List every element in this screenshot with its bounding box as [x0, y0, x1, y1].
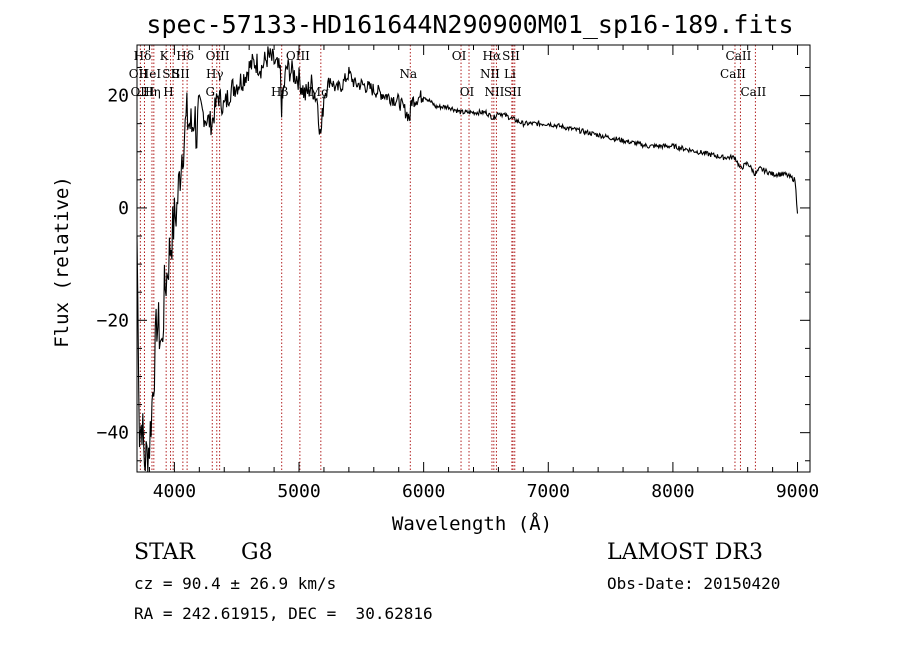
- line-marker-label: CaII: [726, 49, 752, 63]
- line-marker-label: Hα: [483, 49, 502, 63]
- line-marker-label: OI: [452, 49, 467, 63]
- line-marker-label: OIII: [286, 49, 310, 63]
- x-tick-label: 7000: [527, 481, 570, 502]
- x-axis-label: Wavelength (Å): [392, 512, 552, 535]
- line-marker-label: Hδ: [134, 49, 152, 63]
- y-tick-label: 20: [107, 86, 129, 107]
- line-marker-label: Li: [504, 67, 516, 81]
- x-tick-label: 4000: [153, 481, 196, 502]
- line-marker-label: H: [163, 85, 173, 99]
- axis-ticks: 4000 5000 6000 7000 8000 9000 −40 −20 0 20: [96, 45, 819, 502]
- line-marker-label: CaII: [740, 85, 766, 99]
- line-marker-label: OII: [129, 67, 149, 81]
- spectral-line-markers: [139, 45, 756, 472]
- line-marker-label: G: [205, 85, 215, 99]
- line-marker-label: Na: [399, 67, 417, 81]
- line-marker-label: OI: [460, 85, 475, 99]
- object-subclass: G8: [241, 540, 273, 565]
- line-marker-label: SII: [504, 85, 522, 99]
- y-axis-label: Flux (relative): [51, 176, 73, 348]
- line-marker-label: Hδ: [176, 49, 194, 63]
- chart-title: spec-57133-HD161644N290900M01_sp16-189.f…: [146, 10, 793, 39]
- line-marker-label: Hγ: [206, 67, 224, 81]
- ra-dec-coordinates: RA = 242.61915, DEC = 30.62816: [134, 604, 433, 623]
- line-marker-label: Hβ: [271, 85, 288, 99]
- plot-frame: [136, 44, 811, 473]
- spectrum-line: [136, 46, 799, 473]
- line-marker-label: HeI: [139, 67, 162, 81]
- y-tick-label: −40: [96, 423, 129, 444]
- line-marker-label: OIII: [206, 49, 230, 63]
- line-marker-label: Hη: [143, 85, 161, 99]
- y-tick-label: 0: [118, 198, 129, 219]
- line-marker-label: NII: [480, 67, 500, 81]
- line-marker-label: SII: [162, 67, 180, 81]
- x-tick-label: 5000: [277, 481, 320, 502]
- line-marker-label: SII: [502, 49, 520, 63]
- x-tick-label: 6000: [402, 481, 445, 502]
- x-tick-label: 8000: [651, 481, 694, 502]
- line-marker-label: NII: [484, 85, 504, 99]
- line-marker-label: K: [160, 49, 170, 63]
- object-class: STAR: [134, 540, 195, 565]
- observation-date: Obs-Date: 20150420: [607, 574, 781, 593]
- y-tick-label: −20: [96, 310, 129, 331]
- line-marker-label: CaII: [720, 67, 746, 81]
- redshift-velocity: cz = 90.4 ± 26.9 km/s: [134, 574, 337, 593]
- survey-name: LAMOST DR3: [607, 540, 763, 565]
- line-marker-label: SII: [172, 67, 190, 81]
- x-tick-label: 9000: [776, 481, 819, 502]
